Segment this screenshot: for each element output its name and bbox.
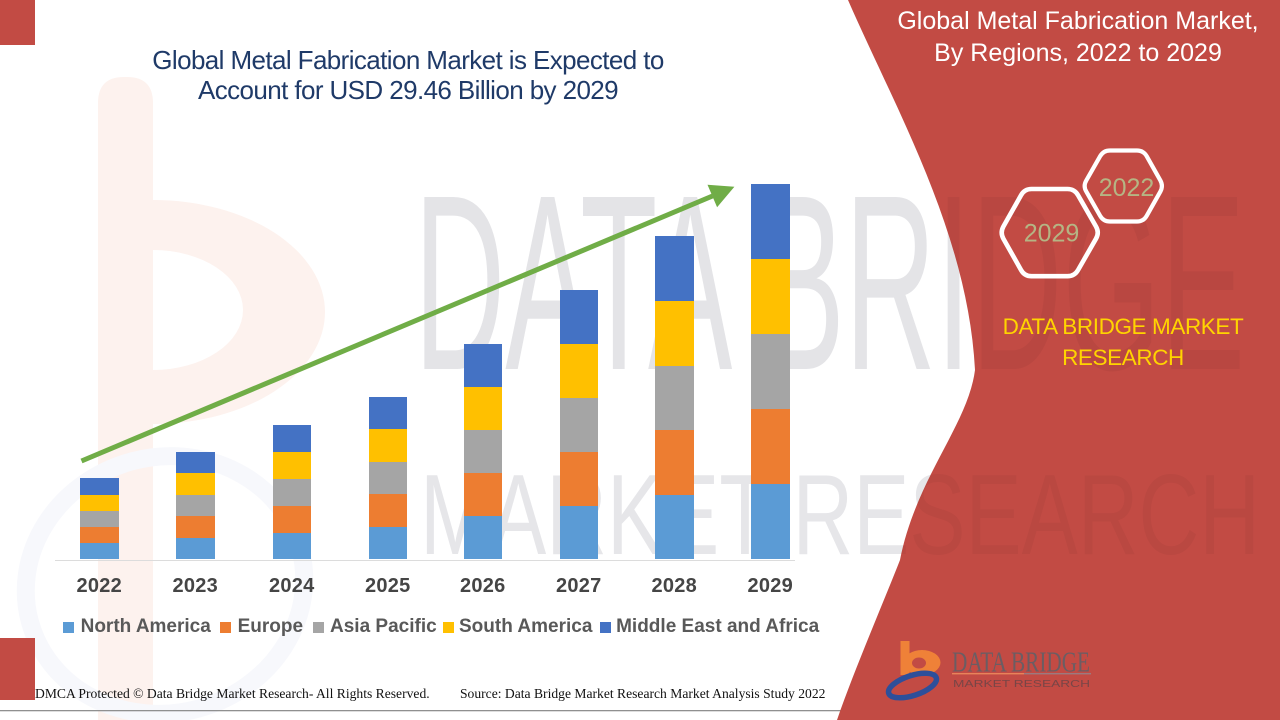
svg-text:2029: 2029: [1024, 220, 1080, 248]
svg-text:MARKET RESEARCH: MARKET RESEARCH: [953, 678, 1090, 690]
svg-text:2022: 2022: [1099, 174, 1155, 202]
